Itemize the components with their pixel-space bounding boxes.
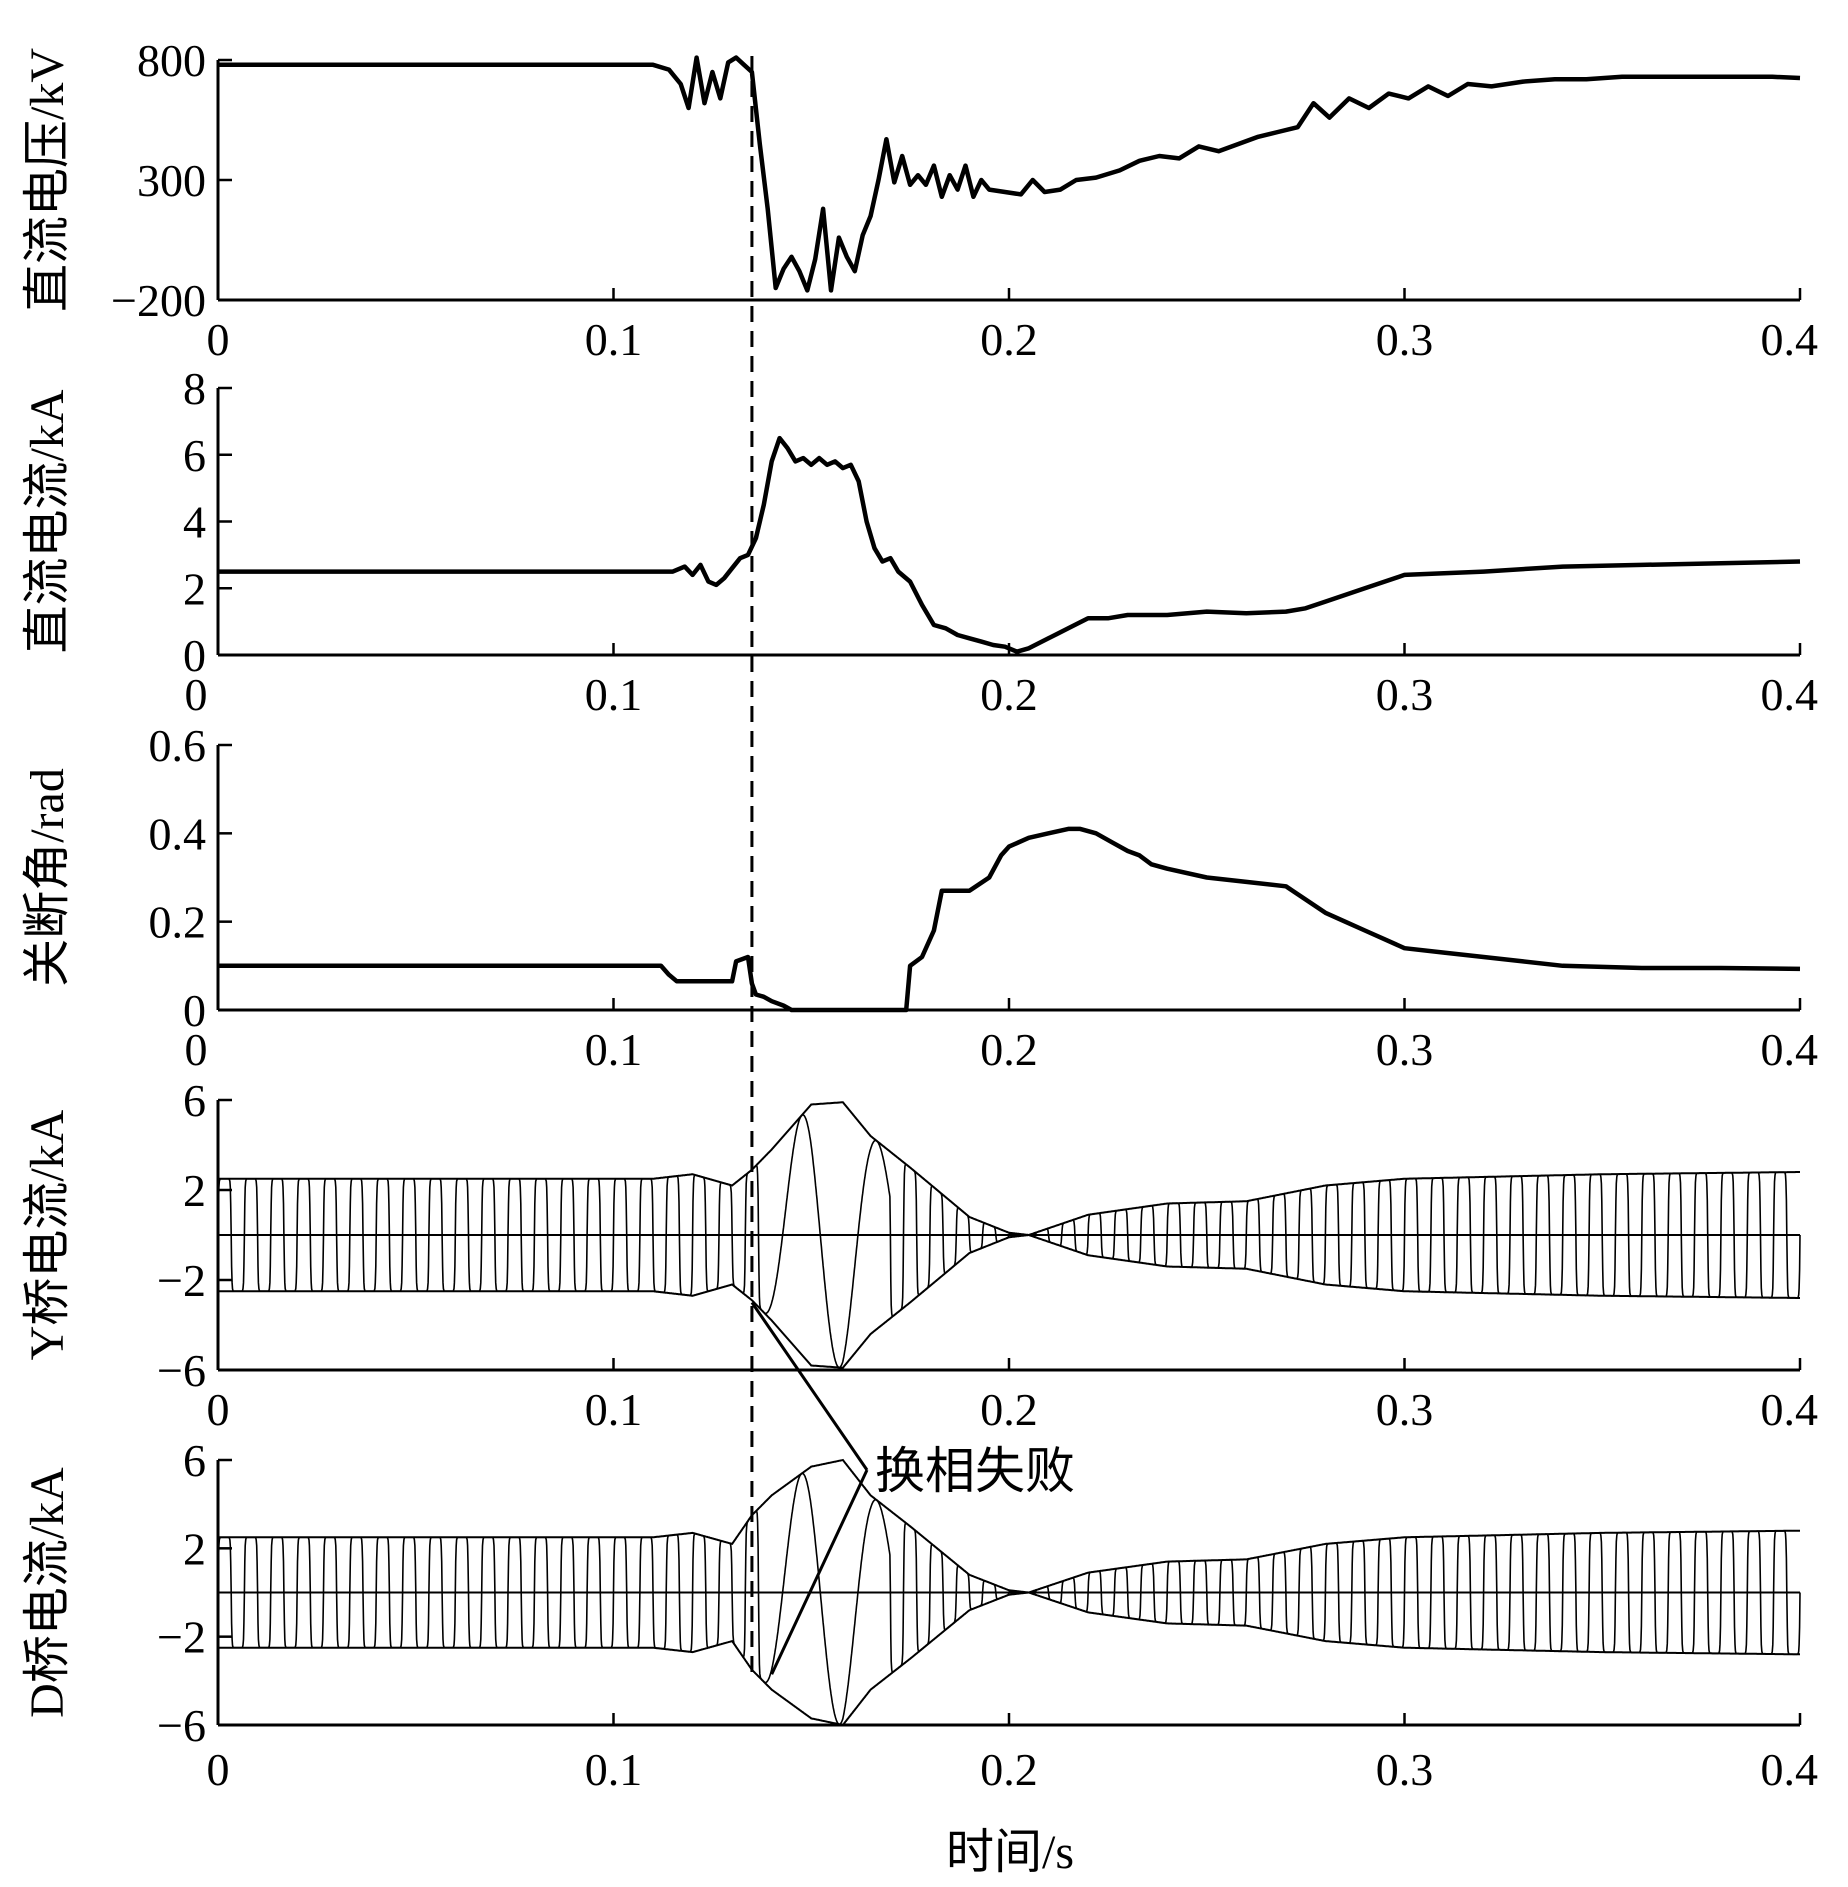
x-tick-label: 0 [207,1384,230,1435]
y-tick-label: 6 [183,1075,206,1126]
x-tick-label: 0.1 [585,1384,643,1435]
x-tick-label: 0.2 [980,1024,1038,1075]
x-tick-label-origin: 0 [185,669,208,720]
x-tick-label-origin: 0 [185,1024,208,1075]
panel-4: −6 −2 2 6 0 0.1 0.2 0.3 0.4 Y桥电流/kA [21,1075,1818,1435]
y-tick-label: 800 [137,35,206,86]
y-tick-label: 4 [183,497,206,548]
x-tick-label: 0 [207,1744,230,1795]
y-tick-label: 2 [183,1165,206,1216]
y-tick-label: −200 [111,275,206,326]
y-tick-label: 0 [183,985,206,1036]
x-tick-label: 0.4 [1761,1384,1819,1435]
x-tick-label: 0.3 [1376,669,1434,720]
y-tick-label: 6 [183,430,206,481]
bridge-current-waveform [217,1472,1801,1725]
panel-2: 0 2 4 6 8 0.1 0.2 0.3 0.4 0 直流电流/kA [21,363,1818,720]
panel-3: 0 0.2 0.4 0.6 0.1 0.2 0.3 0.4 0 关断角/rad [21,720,1818,1075]
x-tick-label: 0.1 [585,1024,643,1075]
x-tick-label: 0.3 [1376,314,1434,365]
y-tick-label: 0.4 [149,808,207,859]
x-tick-label: 0.1 [585,1744,643,1795]
bridge-current-waveform [217,1114,1801,1369]
y-tick-label: −6 [157,1700,206,1751]
y-tick-label: 0.2 [149,897,207,948]
y-axis-label: 直流电流/kA [21,389,74,653]
y-axis-label: Y桥电流/kA [21,1109,74,1360]
series-line [218,55,1801,293]
commutation-failure-annotation: 换相失败 [750,1301,1075,1675]
y-tick-label: −6 [157,1345,206,1396]
x-tick-label: 0.2 [980,1744,1038,1795]
x-tick-label: 0.2 [980,669,1038,720]
y-tick-label: 300 [137,155,206,206]
x-tick-label: 0.4 [1761,669,1819,720]
x-tick-label: 0.1 [585,314,643,365]
y-axis-label: D桥电流/kA [21,1467,74,1718]
x-tick-label: 0.4 [1761,1024,1819,1075]
lower-envelope [218,1591,1800,1727]
panel-1: −200 300 800 0 0.1 0.2 0.3 0.4 直流电压/kV [21,35,1818,365]
y-tick-label: 2 [183,1523,206,1574]
x-tick-label: 0.1 [585,669,643,720]
annotation-pointer-d-bridge [770,1469,869,1675]
y-tick-label: −2 [157,1612,206,1663]
y-tick-label: −2 [157,1255,206,1306]
y-tick-label: 0.6 [149,720,207,771]
y-tick-label: 8 [183,363,206,414]
y-tick-label: 6 [183,1435,206,1486]
panel-5: −6 −2 2 6 0 0.1 0.2 0.3 0.4 D桥电流/kA [21,1435,1818,1795]
y-tick-label: 0 [183,630,206,681]
series-line [218,826,1801,1013]
y-tick-label: 2 [183,563,206,614]
series-line [218,435,1801,654]
annotation-label: 换相失败 [875,1443,1075,1499]
x-tick-label: 0 [207,314,230,365]
upper-envelope [218,1458,1800,1594]
x-tick-label: 0.4 [1761,1744,1819,1795]
upper-envelope [218,1101,1800,1236]
x-tick-label: 0.3 [1376,1384,1434,1435]
x-tick-label: 0.3 [1376,1744,1434,1795]
annotation-pointer-y-bridge [750,1301,869,1471]
y-axis-label: 直流电压/kV [21,48,74,312]
x-tick-label: 0.2 [980,314,1038,365]
x-tick-label: 0.2 [980,1384,1038,1435]
lower-envelope [218,1234,1800,1369]
x-tick-label: 0.4 [1761,314,1819,365]
x-axis-label: 时间/s [946,1826,1074,1879]
x-tick-label: 0.3 [1376,1024,1434,1075]
y-axis-label: 关断角/rad [21,768,74,987]
